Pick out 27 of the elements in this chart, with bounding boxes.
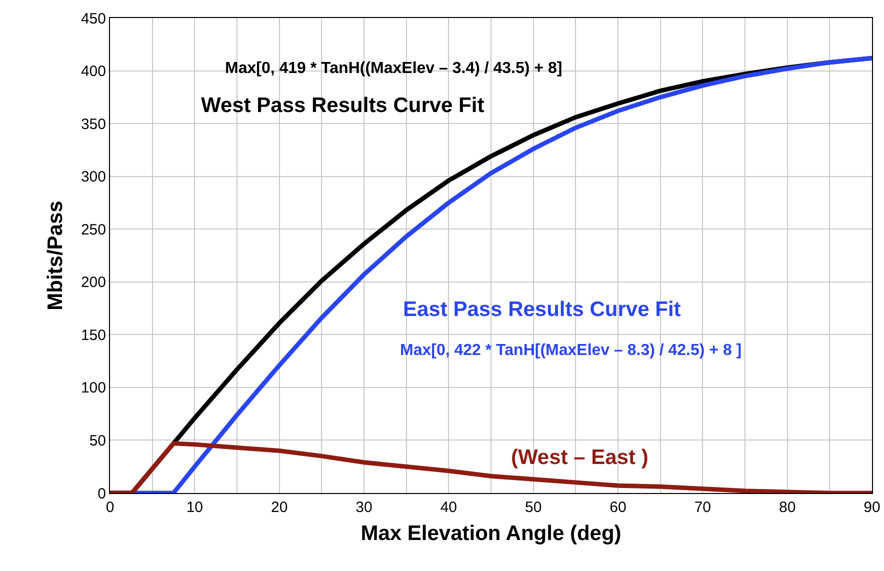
x-tick-label: 40 xyxy=(440,499,458,516)
y-tick-label: 400 xyxy=(80,63,106,80)
y-tick-label: 200 xyxy=(80,274,106,292)
x-tick-label: 90 xyxy=(864,499,880,516)
annotation: Max[0, 419 * TanH((MaxElev – 3.4) / 43.5) + 8] xyxy=(225,60,562,77)
y-tick-label: 50 xyxy=(89,432,106,450)
y-axis-title: Mbits/Pass xyxy=(44,200,68,310)
annotation: Max[0, 422 * TanH[(MaxElev – 8.3) / 42.5) + 8 ] xyxy=(400,342,742,359)
series-label: West Pass Results Curve Fit xyxy=(201,94,484,117)
series-label: (West – East ) xyxy=(511,446,648,469)
y-tick-label: 450 xyxy=(80,10,106,28)
y-tick-label: 100 xyxy=(80,380,106,397)
x-axis-title: Max Elevation Angle (deg) xyxy=(360,522,622,546)
line-series xyxy=(110,441,872,493)
x-tick-label: 50 xyxy=(524,499,542,516)
text: East Pass Results Curve Fit xyxy=(403,298,681,321)
x-tick-label: 30 xyxy=(356,499,372,516)
y-tick-label: 350 xyxy=(80,116,106,133)
y-tick-label: 150 xyxy=(80,326,106,344)
y-tick-label: 0 xyxy=(98,485,106,502)
x-tick-label: 20 xyxy=(270,499,288,516)
x-tick-label: 10 xyxy=(186,499,204,516)
x-tick-label: 70 xyxy=(694,499,712,516)
x-tick-label: 80 xyxy=(778,499,796,516)
y-tick-label: 300 xyxy=(80,168,106,186)
y-tick-label: 250 xyxy=(80,221,106,238)
x-tick-label: 60 xyxy=(610,499,626,516)
